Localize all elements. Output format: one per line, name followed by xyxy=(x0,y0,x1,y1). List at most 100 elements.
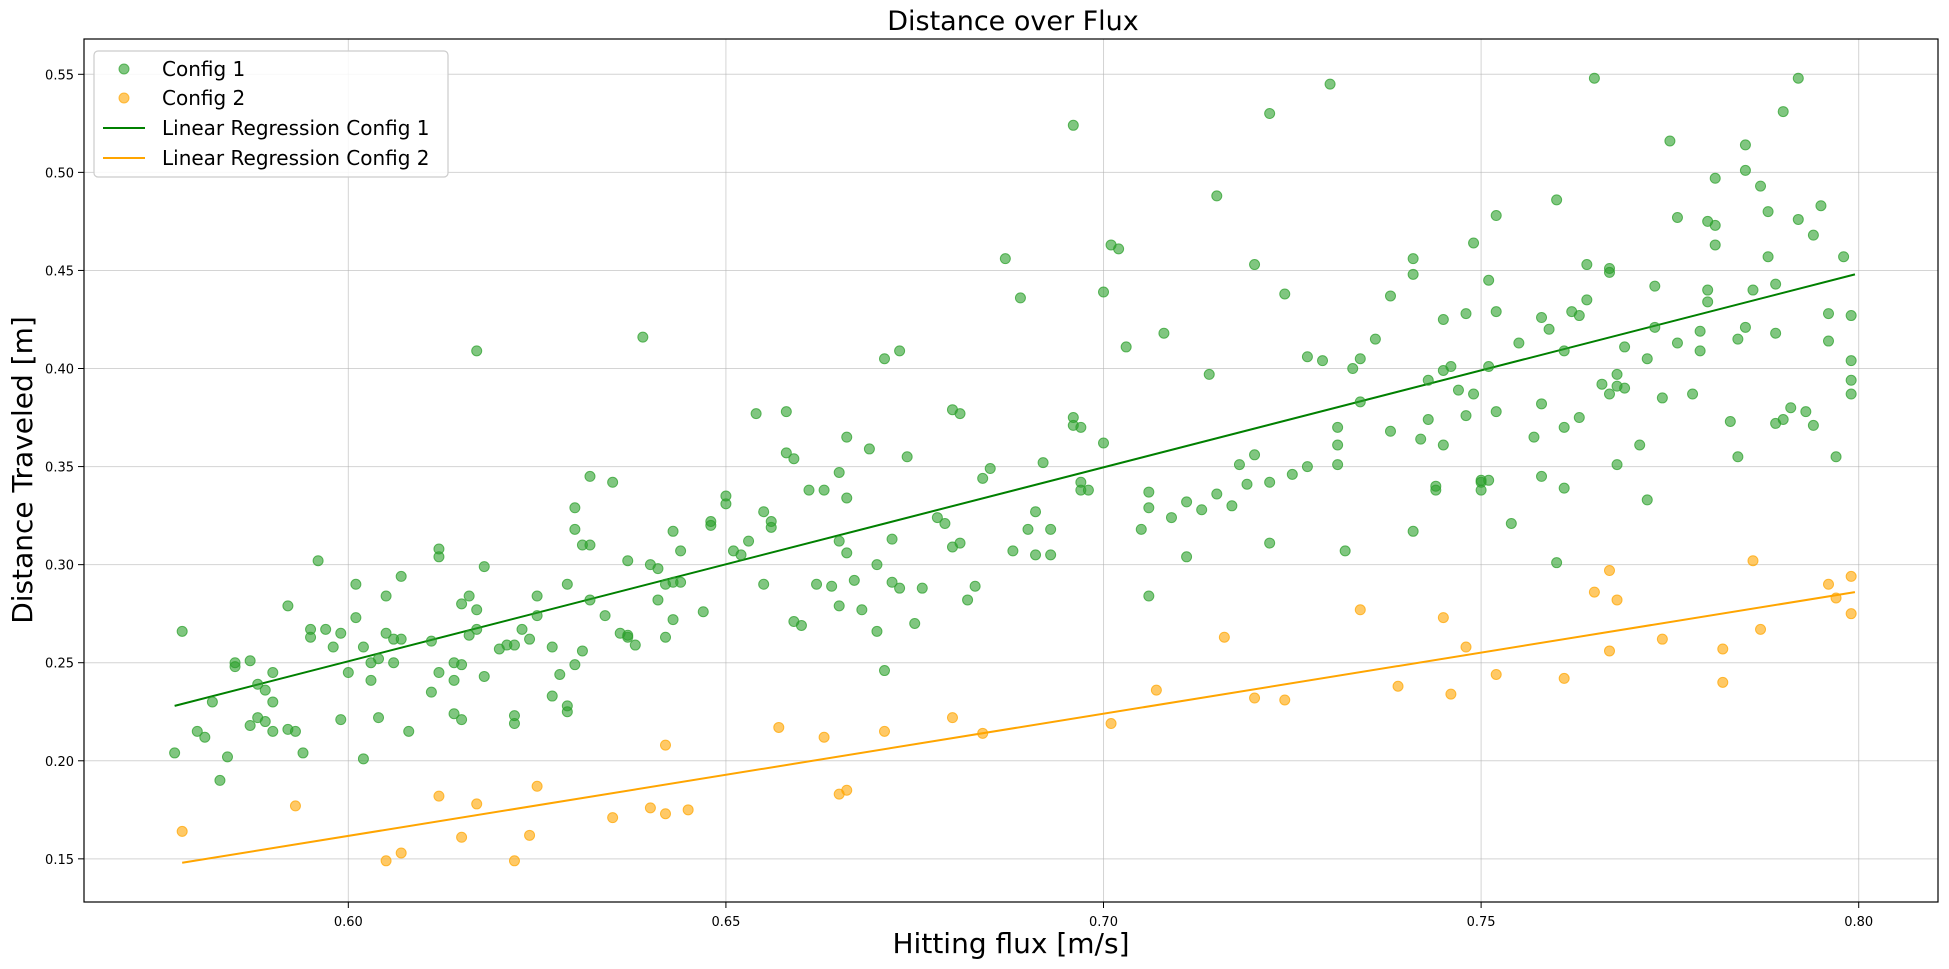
data-point-config-1 xyxy=(1279,288,1291,300)
data-point-config-1 xyxy=(297,747,309,759)
data-point-config-1 xyxy=(886,576,898,588)
data-point-config-1 xyxy=(1264,537,1276,549)
data-point-config-1 xyxy=(508,718,520,730)
data-point-config-1 xyxy=(1483,274,1495,286)
data-point-config-1 xyxy=(169,747,181,759)
data-point-config-1 xyxy=(531,610,543,622)
data-point-config-2 xyxy=(1490,668,1502,680)
scatter-config-1 xyxy=(169,72,1857,786)
data-point-config-1 xyxy=(1762,206,1774,218)
data-point-config-1 xyxy=(1822,308,1834,320)
plot-background xyxy=(84,39,1938,902)
data-point-config-2 xyxy=(818,731,830,743)
data-point-config-2 xyxy=(1755,623,1767,635)
data-point-config-1 xyxy=(1317,355,1329,367)
data-point-config-1 xyxy=(833,600,845,612)
data-point-config-1 xyxy=(622,631,634,643)
data-point-config-1 xyxy=(176,625,188,637)
data-point-config-2 xyxy=(1392,680,1404,692)
data-point-config-1 xyxy=(229,661,241,673)
data-point-config-2 xyxy=(659,739,671,751)
data-point-config-1 xyxy=(1384,290,1396,302)
data-point-config-1 xyxy=(1724,415,1736,427)
data-point-config-1 xyxy=(456,598,468,610)
data-point-config-1 xyxy=(637,331,649,343)
data-point-config-1 xyxy=(811,578,823,590)
data-point-config-1 xyxy=(705,519,717,531)
data-point-config-1 xyxy=(1483,474,1495,486)
data-point-config-1 xyxy=(1430,484,1442,496)
data-point-config-1 xyxy=(1581,294,1593,306)
data-point-config-1 xyxy=(1490,306,1502,318)
data-point-config-1 xyxy=(1113,243,1125,255)
data-point-config-2 xyxy=(1830,592,1842,604)
data-point-config-1 xyxy=(1354,353,1366,365)
data-point-config-1 xyxy=(395,633,407,645)
data-point-config-2 xyxy=(1558,672,1570,684)
data-point-config-1 xyxy=(803,484,815,496)
y-tick-label: 0.20 xyxy=(45,755,74,770)
data-point-config-1 xyxy=(267,667,279,679)
data-point-config-1 xyxy=(999,253,1011,265)
data-point-config-1 xyxy=(652,594,664,606)
data-point-config-1 xyxy=(1286,468,1298,480)
data-point-config-1 xyxy=(667,614,679,626)
data-point-config-1 xyxy=(629,639,641,651)
data-point-config-1 xyxy=(335,714,347,726)
data-point-config-1 xyxy=(856,604,868,616)
data-point-config-1 xyxy=(1687,388,1699,400)
data-point-config-1 xyxy=(1792,213,1804,225)
x-tick-label: 0.65 xyxy=(711,915,740,930)
data-point-config-1 xyxy=(1777,414,1789,426)
data-point-config-2 xyxy=(1845,608,1857,620)
data-point-config-2 xyxy=(1603,645,1615,657)
data-point-config-1 xyxy=(1762,251,1774,263)
data-point-config-1 xyxy=(1007,545,1019,557)
data-point-config-2 xyxy=(395,847,407,859)
data-point-config-1 xyxy=(1407,525,1419,537)
data-point-config-1 xyxy=(1437,439,1449,451)
data-point-config-1 xyxy=(1807,419,1819,431)
data-point-config-1 xyxy=(1098,286,1110,298)
data-point-config-1 xyxy=(1619,382,1631,394)
data-point-config-1 xyxy=(1181,551,1193,563)
data-point-config-2 xyxy=(1656,633,1668,645)
data-point-config-1 xyxy=(1656,392,1668,404)
data-point-config-1 xyxy=(1301,351,1313,363)
data-point-config-1 xyxy=(516,623,528,635)
data-point-config-1 xyxy=(1611,368,1623,380)
data-point-config-2 xyxy=(456,831,468,843)
data-point-config-1 xyxy=(471,623,483,635)
data-point-config-1 xyxy=(833,466,845,478)
legend-label-regression-config-2: Linear Regression Config 2 xyxy=(162,146,430,170)
data-point-config-1 xyxy=(1702,296,1714,308)
data-point-config-1 xyxy=(1143,502,1155,514)
data-point-config-2 xyxy=(659,808,671,820)
data-point-config-1 xyxy=(977,472,989,484)
data-point-config-1 xyxy=(652,563,664,575)
data-point-config-1 xyxy=(1845,310,1857,322)
data-point-config-1 xyxy=(471,345,483,357)
data-point-config-1 xyxy=(1475,484,1487,496)
data-point-config-1 xyxy=(1815,200,1827,212)
data-point-config-1 xyxy=(1301,461,1313,473)
data-point-config-1 xyxy=(833,535,845,547)
data-point-config-1 xyxy=(478,561,490,573)
data-point-config-1 xyxy=(1830,451,1842,463)
data-point-config-1 xyxy=(1785,402,1797,414)
data-point-config-1 xyxy=(1845,355,1857,367)
data-point-config-1 xyxy=(879,665,891,677)
legend-label-regression-config-1: Linear Regression Config 1 xyxy=(162,116,430,140)
data-point-config-1 xyxy=(1800,406,1812,418)
data-point-config-1 xyxy=(1770,278,1782,290)
data-point-config-1 xyxy=(1143,590,1155,602)
data-point-config-1 xyxy=(1596,378,1608,390)
data-point-config-1 xyxy=(969,580,981,592)
data-point-config-1 xyxy=(1634,439,1646,451)
data-point-config-1 xyxy=(607,476,619,488)
data-point-config-1 xyxy=(909,617,921,629)
data-point-config-1 xyxy=(1384,425,1396,437)
data-point-config-1 xyxy=(1098,437,1110,449)
data-point-config-1 xyxy=(1755,180,1767,192)
